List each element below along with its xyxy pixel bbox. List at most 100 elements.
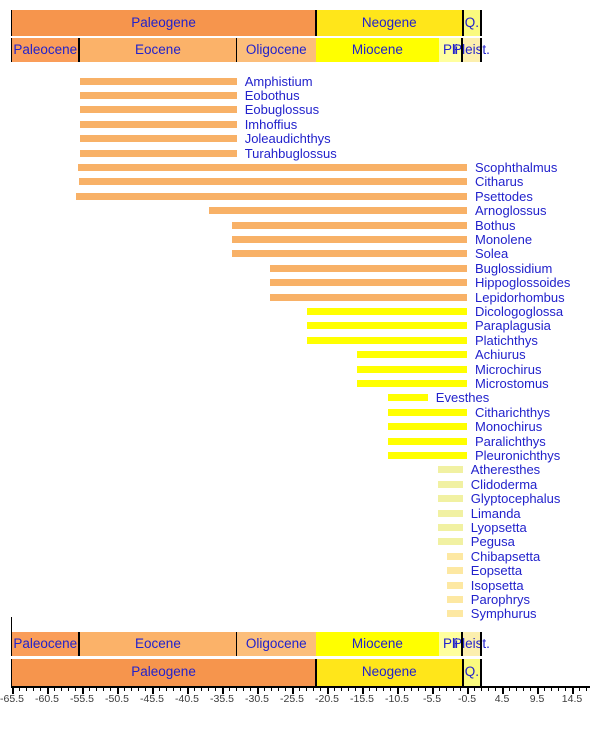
genus-label: Turahbuglossus bbox=[244, 145, 337, 161]
axis-minor-tick bbox=[453, 687, 454, 691]
epoch-cell-oligocene bbox=[236, 632, 316, 656]
genus-label: Solea bbox=[475, 246, 509, 262]
axis-minor-tick bbox=[103, 687, 104, 691]
axis-minor-tick bbox=[341, 687, 342, 691]
axis-minor-tick bbox=[89, 687, 90, 691]
axis-minor-tick bbox=[474, 687, 475, 691]
axis-major-tick bbox=[537, 687, 539, 694]
axis-minor-tick bbox=[383, 687, 384, 691]
period-label: Neogene bbox=[361, 664, 417, 679]
axis-minor-tick bbox=[278, 687, 279, 691]
epoch-label: Oligocene bbox=[245, 41, 307, 57]
axis-tick-label: 14.5 bbox=[561, 693, 583, 705]
epoch-label: Paleocene bbox=[13, 41, 78, 57]
axis-minor-tick bbox=[418, 687, 419, 691]
range-bar bbox=[446, 552, 463, 560]
range-bar bbox=[78, 178, 467, 186]
axis-minor-tick bbox=[229, 687, 230, 691]
epoch-cell-pli bbox=[439, 632, 463, 656]
axis-minor-tick bbox=[404, 687, 405, 691]
range-bar bbox=[387, 437, 467, 445]
range-bar bbox=[79, 149, 237, 157]
epoch-label: Pleist. bbox=[453, 41, 490, 57]
axis-tick-label: -55.5 bbox=[70, 693, 94, 705]
axis-major-tick bbox=[47, 687, 49, 694]
genus-label: Psettodes bbox=[475, 188, 533, 204]
epoch-label: Pli bbox=[443, 41, 459, 57]
axis-minor-tick bbox=[250, 687, 251, 691]
genus-label: Eobuglossus bbox=[244, 102, 320, 118]
range-bar bbox=[79, 106, 237, 114]
epoch-label: Eocene bbox=[135, 41, 181, 57]
range-bar bbox=[79, 135, 237, 143]
genus-label: Lepidorhombus bbox=[475, 289, 565, 305]
range-bar bbox=[438, 523, 463, 531]
axis-minor-tick bbox=[61, 687, 62, 691]
axis-minor-tick bbox=[285, 687, 286, 691]
genus-label: Microchirus bbox=[475, 361, 542, 377]
range-bar bbox=[231, 221, 467, 229]
period-cell-q bbox=[462, 10, 481, 36]
period-cell-q bbox=[462, 659, 481, 686]
axis-minor-tick bbox=[348, 687, 349, 691]
range-bar bbox=[306, 322, 467, 330]
range-bar bbox=[446, 581, 463, 589]
epoch-cell-miocene bbox=[315, 38, 439, 62]
genus-label: Arnoglossus bbox=[475, 203, 547, 219]
axis-major-tick bbox=[572, 687, 574, 694]
axis-major-tick bbox=[432, 687, 434, 694]
axis-major-tick bbox=[222, 687, 224, 694]
range-bar bbox=[231, 250, 467, 258]
axis-minor-tick bbox=[40, 687, 41, 691]
period-boundary-line bbox=[315, 659, 317, 686]
axis-minor-tick bbox=[481, 687, 482, 691]
range-bar bbox=[306, 336, 467, 344]
axis-minor-tick bbox=[579, 687, 580, 691]
genus-label: Parophrys bbox=[470, 591, 531, 607]
genus-label: Glyptocephalus bbox=[470, 491, 561, 507]
axis-minor-tick bbox=[75, 687, 76, 691]
range-bar bbox=[438, 538, 463, 546]
range-bar bbox=[438, 480, 463, 488]
period-label: Paleogene bbox=[131, 14, 196, 30]
axis-minor-tick bbox=[411, 687, 412, 691]
axis-minor-tick bbox=[299, 687, 300, 691]
axis-minor-tick bbox=[558, 687, 559, 691]
period-cell-neogene bbox=[315, 659, 463, 686]
range-bar bbox=[387, 408, 467, 416]
axis-minor-tick bbox=[390, 687, 391, 691]
axis-tick-label: -20.5 bbox=[315, 693, 339, 705]
epoch-cell-paleocene bbox=[11, 632, 80, 656]
axis-major-tick bbox=[82, 687, 84, 694]
axis-tick-label: 9.5 bbox=[529, 693, 545, 705]
axis-tick-label: -30.5 bbox=[245, 693, 269, 705]
genus-label: Amphistium bbox=[244, 73, 313, 89]
axis-major-tick bbox=[187, 687, 189, 694]
genus-label: Pleuronichthys bbox=[475, 447, 561, 463]
axis-minor-tick bbox=[264, 687, 265, 691]
genus-label: Imhoffius bbox=[244, 116, 298, 132]
axis-minor-tick bbox=[236, 687, 237, 691]
axis-minor-tick bbox=[166, 687, 167, 691]
genus-label: Buglossidium bbox=[475, 260, 553, 276]
genus-label: Symphurus bbox=[470, 606, 537, 622]
axis-minor-tick bbox=[369, 687, 370, 691]
axis-minor-tick bbox=[110, 687, 111, 691]
genus-label: Paraplagusia bbox=[475, 318, 551, 334]
range-bar bbox=[269, 264, 467, 272]
epoch-label: Paleocene bbox=[13, 635, 78, 651]
period-boundary-line bbox=[480, 659, 482, 686]
genus-label: Lyopsetta bbox=[470, 519, 527, 535]
axis-tick-label: 4.5 bbox=[494, 693, 510, 705]
range-bar bbox=[269, 279, 467, 287]
axis-major-tick bbox=[397, 687, 399, 694]
range-bar bbox=[79, 120, 237, 128]
axis-minor-tick bbox=[488, 687, 489, 691]
genus-label: Scophthalmus bbox=[475, 159, 558, 175]
axis-minor-tick bbox=[376, 687, 377, 691]
genus-label: Bothus bbox=[475, 217, 516, 233]
genus-label: Limanda bbox=[470, 505, 521, 521]
axis-tick-label: -35.5 bbox=[210, 693, 234, 705]
period-boundary-line bbox=[462, 10, 464, 36]
